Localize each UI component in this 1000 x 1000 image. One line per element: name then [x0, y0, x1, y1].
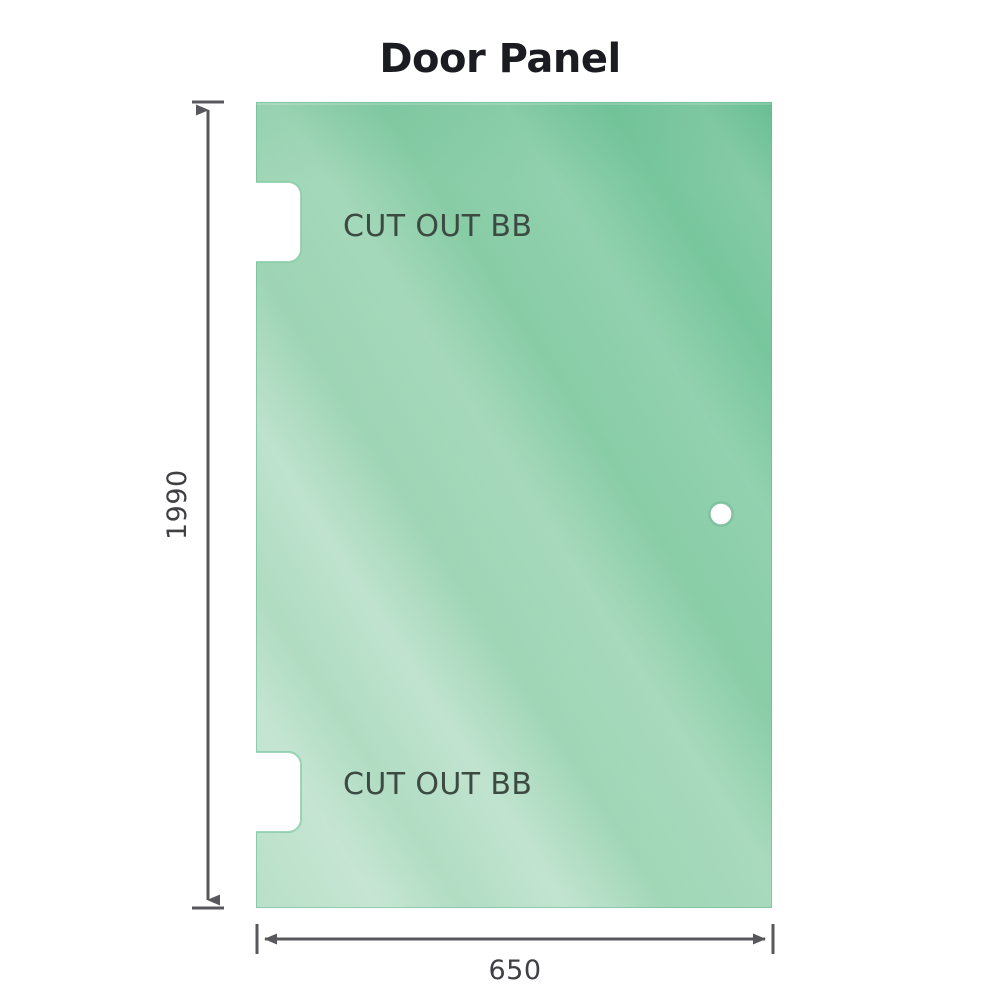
dimension-width-label: 650 — [488, 955, 542, 986]
dimension-width — [255, 924, 775, 954]
page-title: Door Panel — [379, 36, 621, 82]
glass-panel — [256, 102, 772, 908]
dimension-height-label: 1990 — [162, 469, 193, 540]
dimension-height — [192, 100, 224, 910]
cutout-label-bottom: CUT OUT BB — [343, 767, 533, 802]
cutout-top — [256, 181, 302, 263]
handle-hole — [708, 501, 734, 527]
cutout-label-top: CUT OUT BB — [343, 209, 533, 244]
cutout-bottom — [256, 751, 302, 833]
